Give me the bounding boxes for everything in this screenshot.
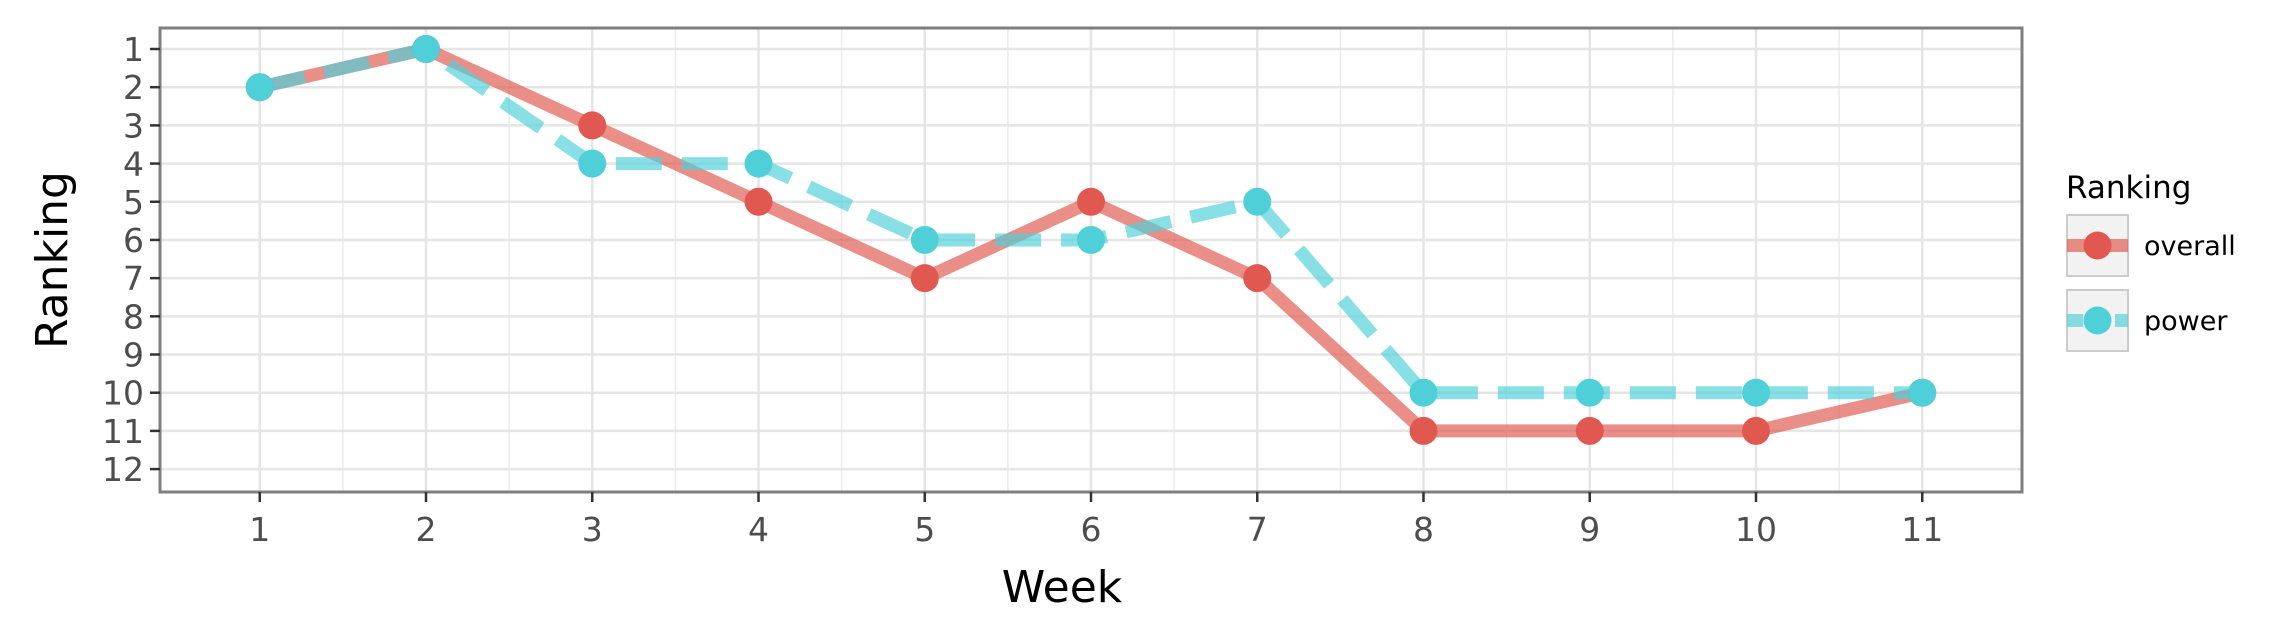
series-points bbox=[245, 35, 1937, 445]
x-tick-label: 9 bbox=[1579, 510, 1600, 549]
data-point-power bbox=[245, 73, 274, 102]
x-tick-label: 3 bbox=[582, 510, 603, 549]
y-tick-label: 5 bbox=[123, 183, 144, 222]
legend-key-point-power bbox=[2083, 306, 2112, 335]
x-tick-label: 1 bbox=[249, 510, 270, 549]
data-point-overall bbox=[1575, 416, 1604, 445]
data-point-overall bbox=[910, 264, 939, 293]
x-tick-label: 4 bbox=[748, 510, 769, 549]
legend-key-point-overall bbox=[2083, 231, 2112, 260]
y-tick-label: 10 bbox=[102, 374, 144, 413]
data-point-overall bbox=[744, 187, 773, 216]
x-tick-label: 7 bbox=[1247, 510, 1268, 549]
y-tick-label: 2 bbox=[123, 68, 144, 107]
data-point-power bbox=[1575, 378, 1604, 407]
data-point-overall bbox=[578, 111, 607, 140]
x-tick-label: 11 bbox=[1901, 510, 1943, 549]
y-tick-label: 11 bbox=[102, 412, 144, 451]
y-tick-label: 7 bbox=[123, 259, 144, 298]
data-point-power bbox=[1409, 378, 1438, 407]
x-axis-title: Week bbox=[1002, 562, 1123, 613]
legend-items: overall power bbox=[2066, 214, 2236, 352]
legend: Ranking overall power bbox=[2066, 170, 2236, 352]
y-tick-label: 3 bbox=[123, 106, 144, 145]
grid-lines bbox=[160, 28, 2022, 492]
y-tick-label: 12 bbox=[102, 450, 144, 489]
data-point-overall bbox=[1077, 187, 1105, 216]
x-tick-label: 2 bbox=[416, 510, 437, 549]
data-point-power bbox=[412, 35, 440, 64]
x-tick-label: 10 bbox=[1735, 510, 1777, 549]
data-point-power bbox=[1908, 378, 1937, 407]
y-tick-label: 1 bbox=[123, 30, 144, 69]
legend-label-overall: overall bbox=[2144, 231, 2236, 262]
y-tick-label: 4 bbox=[123, 145, 144, 184]
data-point-power bbox=[578, 149, 607, 178]
data-point-power bbox=[1077, 225, 1105, 254]
data-point-overall bbox=[1409, 416, 1438, 445]
legend-label-power: power bbox=[2144, 306, 2228, 337]
data-point-power bbox=[1243, 187, 1272, 216]
data-point-power bbox=[744, 149, 773, 178]
y-tick-label: 6 bbox=[123, 221, 144, 260]
y-tick-label: 9 bbox=[123, 336, 144, 375]
y-axis-title: Ranking bbox=[27, 171, 78, 349]
y-tick-label: 8 bbox=[123, 297, 144, 336]
legend-title: Ranking bbox=[2066, 170, 2191, 206]
x-tick-label: 6 bbox=[1081, 510, 1102, 549]
x-tick-label: 5 bbox=[914, 510, 935, 549]
data-point-overall bbox=[1742, 416, 1770, 445]
x-tick-label: 8 bbox=[1413, 510, 1434, 549]
data-point-power bbox=[1742, 378, 1770, 407]
data-point-overall bbox=[1243, 264, 1272, 293]
data-point-power bbox=[910, 225, 939, 254]
x-axis: 1 2 3 4 5 6 7 8 9 10 11 bbox=[249, 492, 1943, 549]
